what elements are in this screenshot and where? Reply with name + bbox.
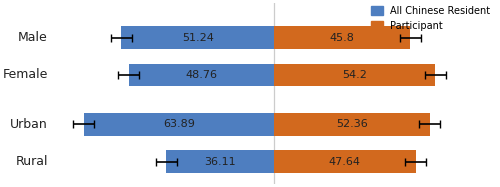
Text: 47.64: 47.64 <box>329 157 361 167</box>
Text: 36.11: 36.11 <box>204 157 236 167</box>
Text: Rural: Rural <box>16 155 48 168</box>
Bar <box>274 150 416 173</box>
Text: Female: Female <box>2 68 48 82</box>
Text: 54.2: 54.2 <box>342 70 367 80</box>
Text: Male: Male <box>18 31 48 44</box>
Text: 52.36: 52.36 <box>336 119 368 129</box>
Bar <box>274 64 436 86</box>
Bar <box>129 64 274 86</box>
Bar <box>166 150 274 173</box>
Bar <box>84 113 274 136</box>
Text: 45.8: 45.8 <box>330 33 354 43</box>
Bar <box>274 113 430 136</box>
Bar <box>122 27 274 49</box>
Text: 51.24: 51.24 <box>182 33 214 43</box>
Text: 63.89: 63.89 <box>163 119 195 129</box>
Text: 48.76: 48.76 <box>186 70 218 80</box>
Text: Urban: Urban <box>10 118 48 131</box>
Legend: All Chinese Resident, Participant: All Chinese Resident, Participant <box>369 4 492 33</box>
Bar <box>274 27 410 49</box>
